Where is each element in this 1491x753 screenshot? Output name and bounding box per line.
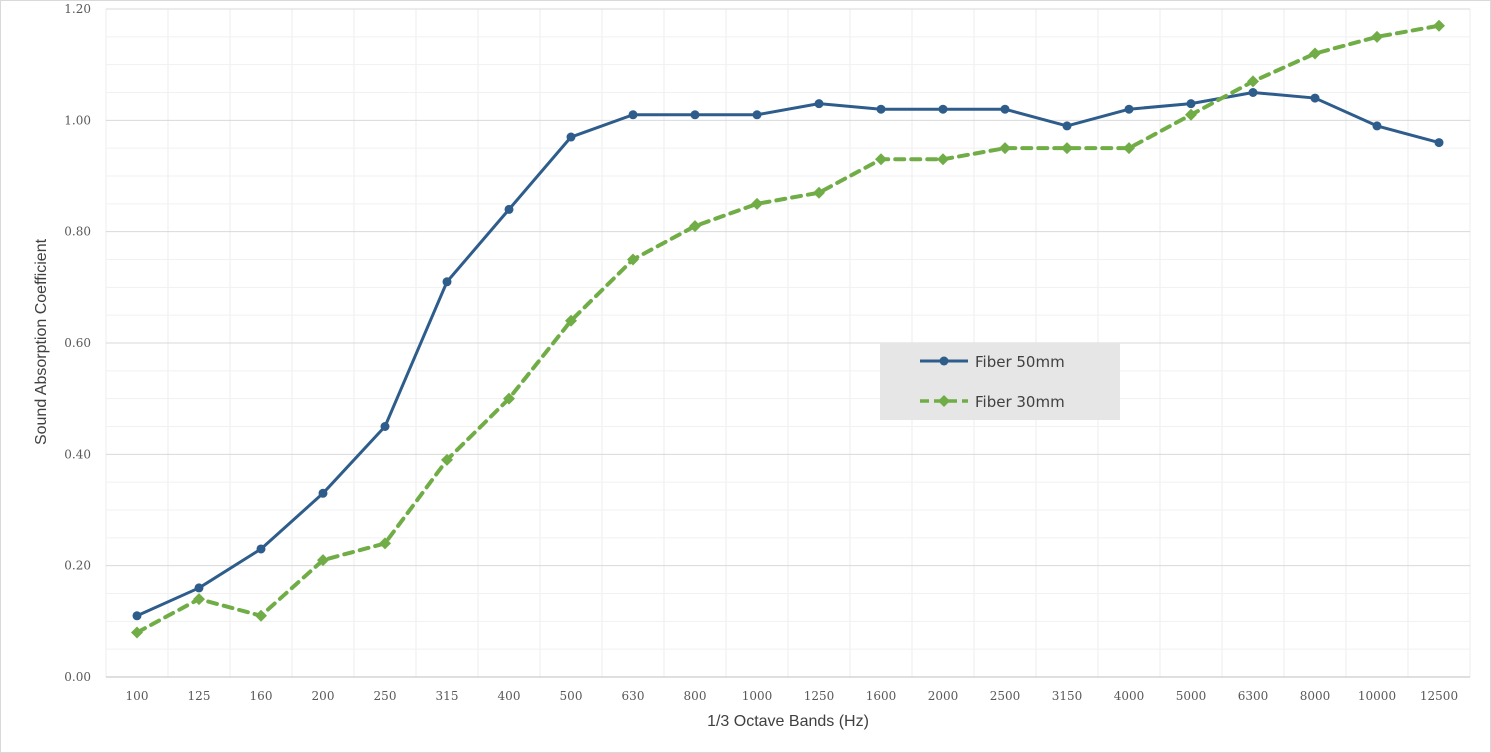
data-point-fiber-50mm [504, 204, 514, 214]
x-tick-label: 3150 [1052, 689, 1083, 703]
x-tick-label: 250 [374, 689, 397, 703]
data-point-fiber-50mm [1372, 121, 1382, 131]
y-tick-label: 0.60 [64, 336, 91, 350]
data-point-fiber-50mm [1000, 104, 1010, 114]
data-point-fiber-30mm [131, 626, 143, 639]
x-tick-label: 4000 [1114, 689, 1145, 703]
data-point-fiber-50mm [256, 544, 266, 554]
data-point-fiber-30mm [1061, 142, 1073, 155]
x-tick-label: 6300 [1238, 689, 1269, 703]
data-point-fiber-50mm [1248, 88, 1258, 97]
data-point-fiber-30mm [875, 153, 887, 166]
data-point-fiber-50mm [380, 422, 390, 431]
x-axis-ticks: 100 125 160 200 250 315 400 500 630 800 1000 1250 16… [126, 689, 1459, 703]
x-tick-label: 5000 [1176, 689, 1207, 703]
legend-marker-fiber-30mm [938, 395, 950, 407]
data-point-fiber-50mm [814, 99, 824, 109]
data-point-fiber-50mm [752, 110, 762, 120]
data-point-fiber-30mm [503, 392, 515, 405]
x-tick-label: 500 [560, 689, 583, 703]
data-point-fiber-50mm [194, 583, 204, 593]
data-point-fiber-30mm [627, 253, 639, 266]
data-point-fiber-30mm [999, 142, 1011, 155]
x-tick-label: 125 [188, 689, 211, 703]
data-point-fiber-50mm [690, 110, 700, 120]
x-tick-label: 200 [312, 689, 335, 703]
legend-box [880, 343, 1120, 420]
data-point-fiber-50mm [876, 104, 886, 114]
data-point-fiber-30mm [1247, 75, 1259, 88]
data-point-fiber-50mm [1310, 93, 1320, 103]
data-point-fiber-30mm [193, 593, 205, 606]
x-tick-label: 10000 [1358, 689, 1396, 703]
data-point-fiber-30mm [1433, 19, 1445, 32]
data-point-fiber-30mm [379, 537, 391, 550]
x-tick-label: 1250 [804, 689, 835, 703]
legend: Fiber 50mm Fiber 30mm [880, 343, 1120, 420]
data-point-fiber-50mm [318, 488, 328, 498]
y-tick-label: 1.00 [64, 113, 91, 127]
x-tick-label: 1600 [866, 689, 897, 703]
data-point-fiber-30mm [1185, 108, 1197, 121]
gridlines [105, 8, 1471, 678]
x-tick-label: 800 [684, 689, 707, 703]
y-tick-label: 0.00 [64, 670, 91, 684]
data-point-fiber-50mm [938, 104, 948, 114]
x-tick-label: 8000 [1300, 689, 1331, 703]
series-line-fiber-30mm [135, 23, 1441, 635]
x-tick-label: 100 [126, 689, 149, 703]
x-tick-label: 2500 [990, 689, 1021, 703]
x-tick-label: 2000 [928, 689, 959, 703]
data-point-fiber-30mm [689, 220, 701, 233]
data-point-fiber-30mm [441, 453, 453, 466]
data-point-fiber-50mm [132, 611, 142, 621]
data-point-fiber-50mm [1062, 121, 1072, 131]
x-tick-label: 630 [622, 689, 645, 703]
legend-label-fiber-30mm: Fiber 30mm [975, 393, 1065, 411]
data-point-fiber-30mm [1123, 142, 1135, 155]
y-tick-label: 0.80 [64, 225, 91, 239]
x-axis-title: 1/3 Octave Bands (Hz) [707, 713, 869, 730]
y-tick-label: 0.20 [64, 559, 91, 573]
x-tick-label: 160 [250, 689, 273, 703]
data-point-fiber-30mm [1309, 47, 1321, 60]
data-point-fiber-30mm [565, 314, 577, 327]
y-axis-title: Sound Absorption Coefficient [33, 238, 50, 445]
data-point-fiber-30mm [751, 197, 763, 210]
x-tick-label: 315 [436, 689, 459, 703]
data-point-fiber-50mm [1124, 104, 1134, 114]
data-point-fiber-30mm [1371, 30, 1383, 43]
legend-label-fiber-50mm: Fiber 50mm [975, 353, 1065, 371]
x-tick-label: 1000 [742, 689, 773, 703]
data-point-fiber-50mm [566, 132, 576, 142]
y-tick-label: 0.40 [64, 447, 91, 461]
y-axis-ticks: 0.00 0.20 0.40 0.60 0.80 1.00 1.20 [64, 2, 91, 684]
data-point-fiber-50mm [442, 277, 452, 287]
x-tick-label: 400 [498, 689, 521, 703]
data-point-fiber-30mm [255, 609, 267, 622]
y-tick-label: 1.20 [64, 2, 91, 16]
series-layer [131, 19, 1445, 639]
data-point-fiber-30mm [937, 153, 949, 166]
data-point-fiber-50mm [628, 110, 638, 120]
legend-marker-fiber-50mm [939, 356, 949, 366]
data-point-fiber-30mm [317, 554, 329, 567]
data-point-fiber-50mm [1186, 99, 1196, 109]
x-tick-label: 12500 [1420, 689, 1458, 703]
data-point-fiber-50mm [1434, 138, 1444, 148]
data-point-fiber-30mm [813, 186, 825, 199]
